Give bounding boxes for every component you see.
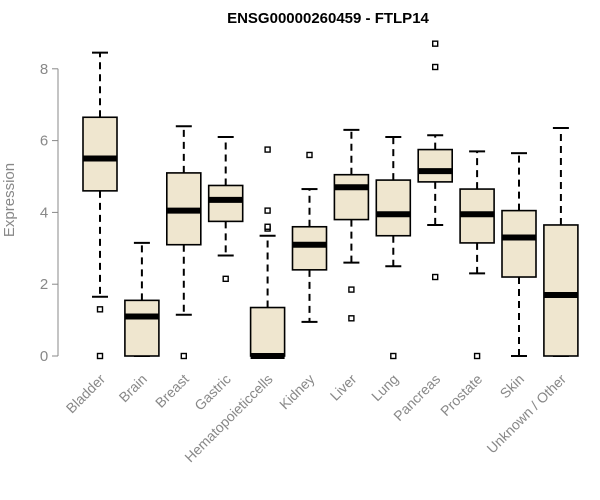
x-tick-label-2: Brain (116, 371, 150, 405)
y-axis: 0 2 4 6 8 (40, 61, 59, 365)
outlier-point (264, 223, 271, 230)
x-tick-label-8: Lung (368, 371, 401, 404)
box-5 (249, 146, 286, 359)
box-3 (166, 125, 202, 360)
box-iqr (333, 173, 370, 221)
outlier-point (432, 40, 439, 47)
box-iqr (501, 209, 537, 278)
x-tick-label-11: Skin (497, 371, 528, 402)
box-2 (124, 241, 160, 357)
outlier-point (264, 146, 271, 153)
box-iqr (375, 179, 412, 237)
box-12 (543, 127, 579, 357)
box-iqr (124, 299, 160, 357)
y-tick-label-6: 6 (40, 133, 48, 150)
outlier-point (348, 315, 355, 322)
outlier-point (264, 207, 271, 214)
box-8 (375, 136, 412, 360)
box-iqr (82, 116, 118, 192)
box-4 (207, 136, 244, 283)
x-tick-label-7: Liver (327, 371, 360, 404)
y-tick-label-8: 8 (40, 61, 48, 78)
y-tick-label-2: 2 (40, 276, 48, 293)
outlier-point (473, 352, 481, 360)
outlier-point (432, 273, 439, 281)
outlier-point (96, 352, 104, 360)
x-tick-label-6: Kidney (276, 371, 318, 413)
outlier-point (348, 286, 355, 293)
boxes-group (82, 40, 579, 360)
outlier-point (390, 352, 397, 360)
box-1 (82, 51, 118, 360)
outlier-point (306, 151, 313, 159)
box-iqr (207, 184, 244, 223)
box-7 (333, 128, 370, 322)
y-axis-label: Expression (1, 163, 18, 237)
box-9 (417, 40, 454, 281)
x-tick-label-1: Bladder (63, 371, 109, 417)
outlier-point (180, 352, 188, 360)
y-tick-label-0: 0 (40, 348, 48, 365)
x-axis-labels: Bladder Brain Breast GastricHematopoieticce… (63, 371, 570, 466)
box-iqr (249, 306, 286, 357)
box-iqr (291, 225, 328, 271)
outlier-point (96, 306, 104, 313)
x-tick-label-3: Breast (152, 371, 192, 411)
x-tick-label-9: Pancreas (390, 371, 443, 424)
outlier-point (222, 275, 229, 283)
box-11 (501, 152, 537, 357)
box-10 (459, 150, 495, 360)
x-tick-label-12: Unknown / Other (483, 371, 569, 457)
box-iqr (417, 148, 454, 183)
outlier-point (432, 63, 439, 71)
x-tick-label-10: Prostate (437, 371, 485, 419)
box-6 (291, 151, 328, 323)
y-tick-label-4: 4 (40, 204, 48, 221)
box-iqr (543, 224, 579, 357)
chart-title: ENSG00000260459 - FTLP14 (227, 10, 429, 27)
